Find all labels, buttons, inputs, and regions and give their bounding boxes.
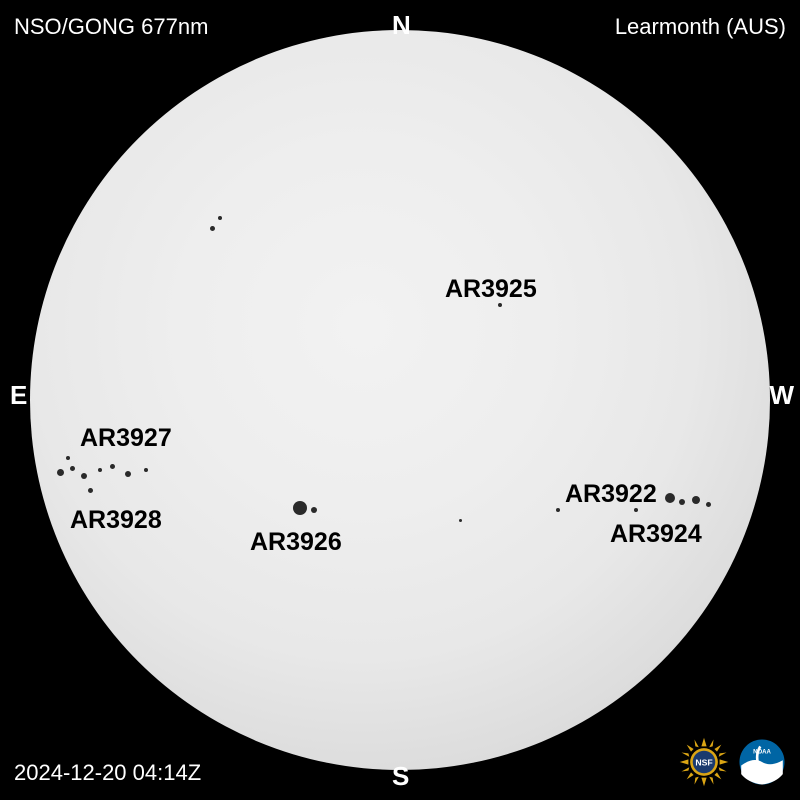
- sunspot: [293, 501, 307, 515]
- active-region-label: AR3927: [80, 424, 172, 453]
- svg-text:NSF: NSF: [695, 757, 712, 767]
- solar-disk: [30, 30, 770, 770]
- sunspot: [665, 493, 675, 503]
- sunspot: [70, 466, 75, 471]
- active-region-label: AR3926: [250, 528, 342, 557]
- sunspot: [692, 496, 700, 504]
- sunspot: [679, 499, 685, 505]
- sunspot: [98, 468, 102, 472]
- sunspot: [218, 216, 222, 220]
- sunspot: [459, 519, 462, 522]
- sunspot: [81, 473, 87, 479]
- active-region-label: AR3922: [565, 480, 657, 509]
- cardinal-south: S: [392, 761, 409, 792]
- station-label: Learmonth (AUS): [615, 14, 786, 40]
- source-label: NSO/GONG 677nm: [14, 14, 208, 40]
- cardinal-north: N: [392, 10, 411, 41]
- nsf-logo-icon: NSF: [678, 736, 730, 788]
- sunspot: [66, 456, 70, 460]
- active-region-label: AR3928: [70, 506, 162, 535]
- sunspot: [110, 464, 115, 469]
- sunspot: [311, 507, 317, 513]
- sunspot: [210, 226, 215, 231]
- active-region-label: AR3924: [610, 520, 702, 549]
- sunspot: [144, 468, 148, 472]
- svg-text:NOAA: NOAA: [753, 749, 771, 755]
- sunspot: [556, 508, 560, 512]
- sunspot: [57, 469, 64, 476]
- cardinal-west: W: [769, 380, 794, 411]
- sunspot: [88, 488, 93, 493]
- noaa-logo-icon: NOAA: [736, 736, 788, 788]
- active-region-label: AR3925: [445, 275, 537, 304]
- sunspot: [125, 471, 131, 477]
- sunspot: [706, 502, 711, 507]
- timestamp-label: 2024-12-20 04:14Z: [14, 760, 201, 786]
- logo-container: NSF NOAA: [678, 736, 788, 788]
- cardinal-east: E: [10, 380, 27, 411]
